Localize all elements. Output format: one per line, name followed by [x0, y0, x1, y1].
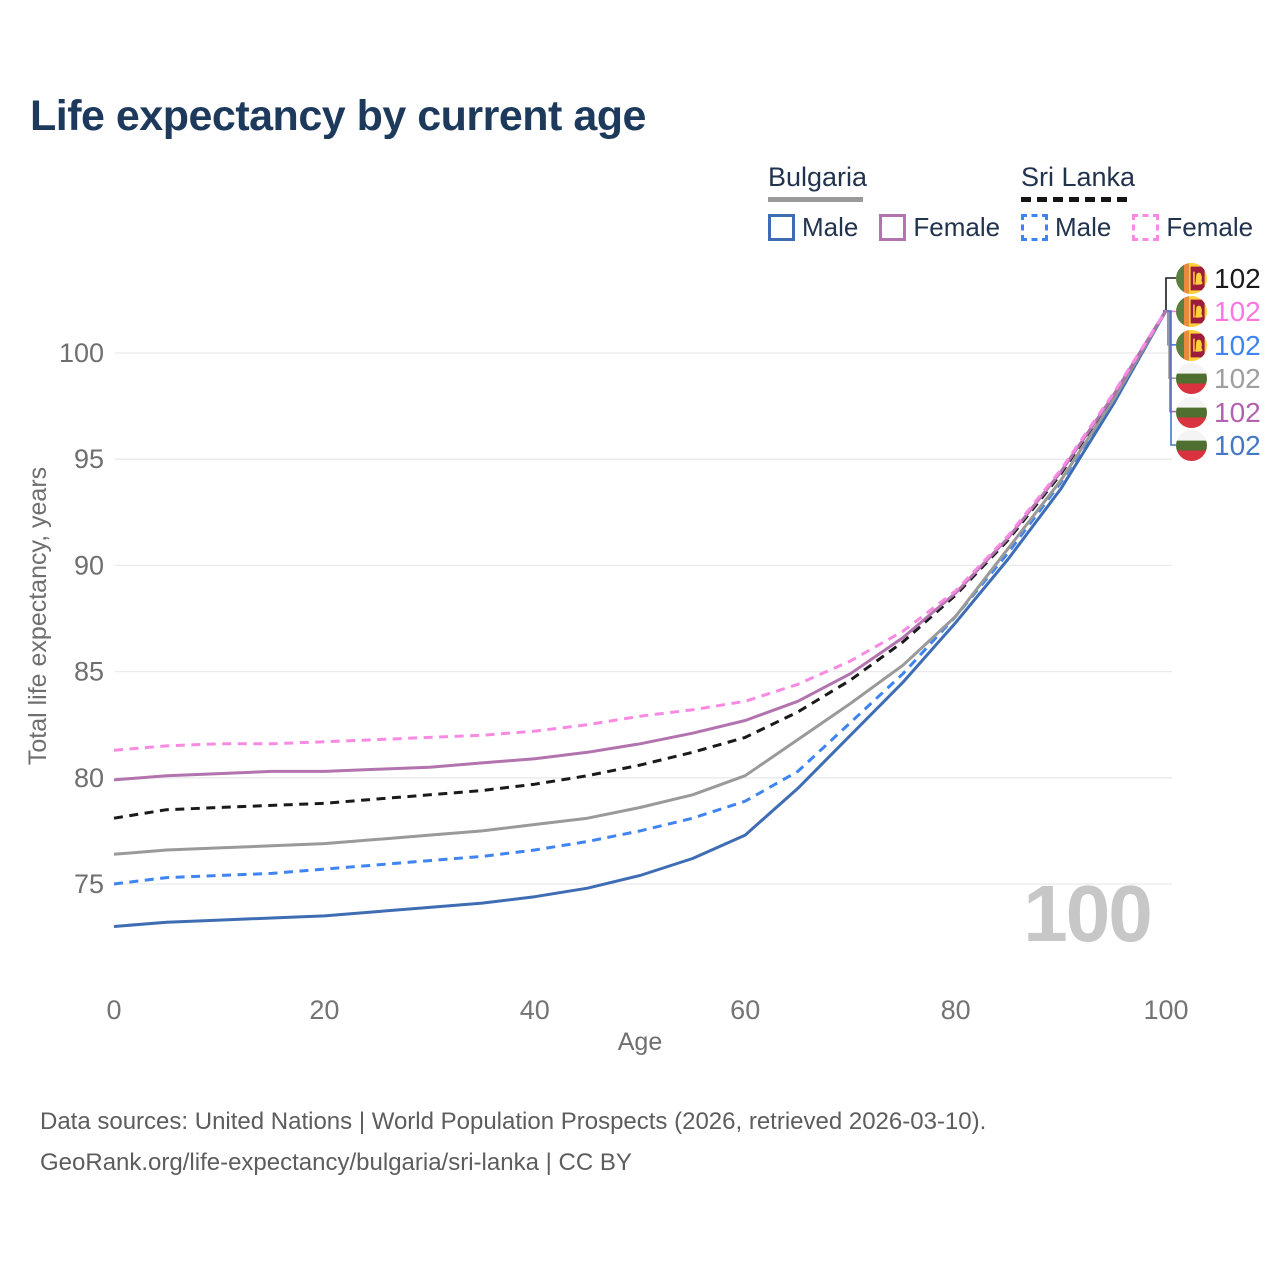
x-tick-label-80: 80	[941, 995, 971, 1025]
y-tick-label-100: 100	[59, 338, 104, 368]
bulgaria-flag-icon	[1176, 363, 1207, 394]
legend-group-bulgaria: Bulgaria Male Female	[768, 162, 1000, 243]
data-sources-note: Data sources: United Nations | World Pop…	[40, 1108, 987, 1135]
sri-lanka-flag-icon	[1176, 263, 1207, 294]
page-title: Life expectancy by current age	[30, 92, 646, 140]
end-label-bulgaria-male: 102	[1176, 429, 1261, 461]
legend-underline-dashed	[1021, 197, 1127, 202]
end-value: 102	[1214, 429, 1261, 461]
end-value: 102	[1214, 262, 1261, 294]
legend-item-label: Female	[913, 212, 1001, 242]
y-tick-label-80: 80	[74, 763, 104, 793]
x-tick-label-60: 60	[730, 995, 760, 1025]
legend-item-label: Male	[1055, 212, 1112, 242]
y-axis-title: Total life expectancy, years	[24, 467, 52, 765]
sri-lanka-flag-icon	[1176, 330, 1207, 361]
sri-lanka-flag-icon	[1176, 296, 1207, 327]
y-tick-label-95: 95	[74, 444, 104, 474]
connector-bulgaria-female	[1163, 310, 1176, 413]
legend-header-sri-lanka[interactable]: Sri Lanka	[1021, 162, 1136, 192]
end-value: 102	[1214, 396, 1261, 428]
series-line-sri-lanka-total	[113, 309, 1168, 820]
end-label-bulgaria-female: 102	[1176, 396, 1261, 428]
age-watermark: 100	[1023, 869, 1152, 958]
x-tick-label-40: 40	[520, 995, 550, 1025]
end-label-sri-lanka-male: 102	[1176, 329, 1261, 361]
connector-sri-lanka-total	[1163, 277, 1176, 312]
end-value: 102	[1214, 329, 1261, 361]
series-line-bulgaria-male	[113, 309, 1168, 928]
legend-group-sri-lanka: Sri Lanka Male Female	[1021, 162, 1253, 243]
attribution-link: GeoRank.org/life-expectancy/bulgaria/sri…	[40, 1149, 632, 1176]
y-tick-label-85: 85	[74, 657, 104, 687]
bulgaria-male-swatch	[768, 214, 795, 241]
sri-lanka-female-swatch	[1132, 214, 1160, 241]
end-label-sri-lanka-female: 102	[1176, 295, 1261, 327]
end-label-sri-lanka-total: 102	[1176, 262, 1261, 294]
series-line-sri-lanka-female	[113, 309, 1168, 752]
connector-bulgaria-male	[1163, 310, 1176, 446]
end-value: 102	[1214, 362, 1261, 394]
bulgaria-female-swatch	[879, 214, 907, 241]
legend-item-bulgaria-male[interactable]: Male	[768, 212, 858, 243]
sri-lanka-male-swatch	[1021, 214, 1048, 241]
series-line-bulgaria-female	[113, 309, 1168, 782]
series-line-sri-lanka-male	[113, 309, 1168, 886]
legend-item-label: Female	[1166, 212, 1254, 242]
bulgaria-flag-icon	[1176, 397, 1207, 428]
x-axis-title: Age	[618, 1028, 662, 1056]
x-tick-label-0: 0	[106, 995, 121, 1025]
legend-item-sri-lanka-female[interactable]: Female	[1132, 212, 1253, 243]
end-value: 102	[1214, 295, 1261, 327]
end-label-bulgaria-total: 102	[1176, 362, 1261, 394]
bulgaria-flag-icon	[1176, 430, 1207, 461]
y-tick-label-90: 90	[74, 550, 104, 580]
legend-header-bulgaria[interactable]: Bulgaria	[768, 162, 868, 192]
legend-item-sri-lanka-male[interactable]: Male	[1021, 212, 1111, 243]
legend-underline-solid	[768, 197, 863, 202]
legend-item-label: Male	[802, 212, 859, 242]
legend-item-bulgaria-female[interactable]: Female	[879, 212, 1000, 243]
x-tick-label-20: 20	[309, 995, 339, 1025]
series-line-bulgaria-total	[113, 309, 1168, 856]
x-tick-label-100: 100	[1143, 995, 1188, 1025]
y-tick-label-75: 75	[74, 869, 104, 899]
